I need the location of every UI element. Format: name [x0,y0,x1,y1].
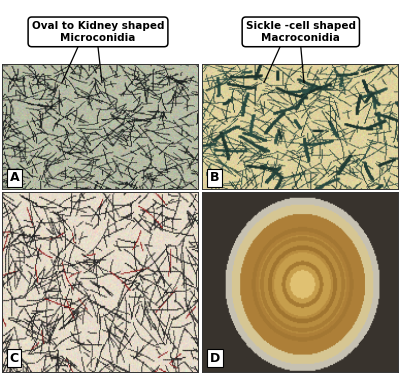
Text: A: A [10,171,20,184]
Text: D: D [210,352,220,365]
Text: B: B [210,171,219,184]
Text: C: C [10,352,19,365]
Text: Sickle -cell shaped
Macroconidia: Sickle -cell shaped Macroconidia [246,21,356,43]
Text: Oval to Kidney shaped
Microconidia: Oval to Kidney shaped Microconidia [32,21,164,43]
